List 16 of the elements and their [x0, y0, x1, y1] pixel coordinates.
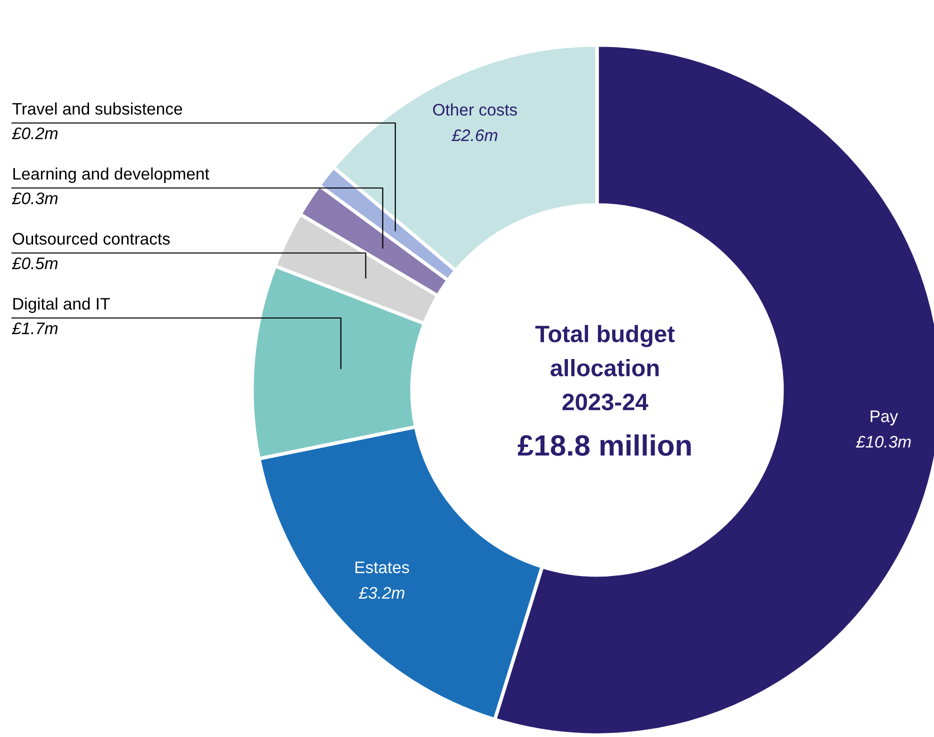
data-label: £10.3m [856, 436, 911, 448]
slice-label: Learning and development [13, 167, 210, 183]
data-label: £2.6m [452, 129, 498, 142]
data-label: £1.7m [12, 322, 58, 334]
data-label: £0.2m [12, 127, 58, 140]
text: Total budget allocation 2023-24 [535, 324, 675, 410]
text: £18.8 million [518, 434, 691, 456]
slice-label: Digital and IT [13, 297, 110, 313]
slice-label: Other costs [433, 103, 517, 116]
data-label: £0.3m [12, 192, 58, 204]
data-label: £3.2m [358, 586, 404, 599]
slice-label: Estates [356, 562, 410, 574]
slice-label: Travel and subsistence [12, 102, 182, 115]
slice-label: Outsourced contracts [12, 232, 170, 245]
data-label: £0.5m [12, 257, 58, 270]
slice-label: Pay [870, 410, 898, 426]
